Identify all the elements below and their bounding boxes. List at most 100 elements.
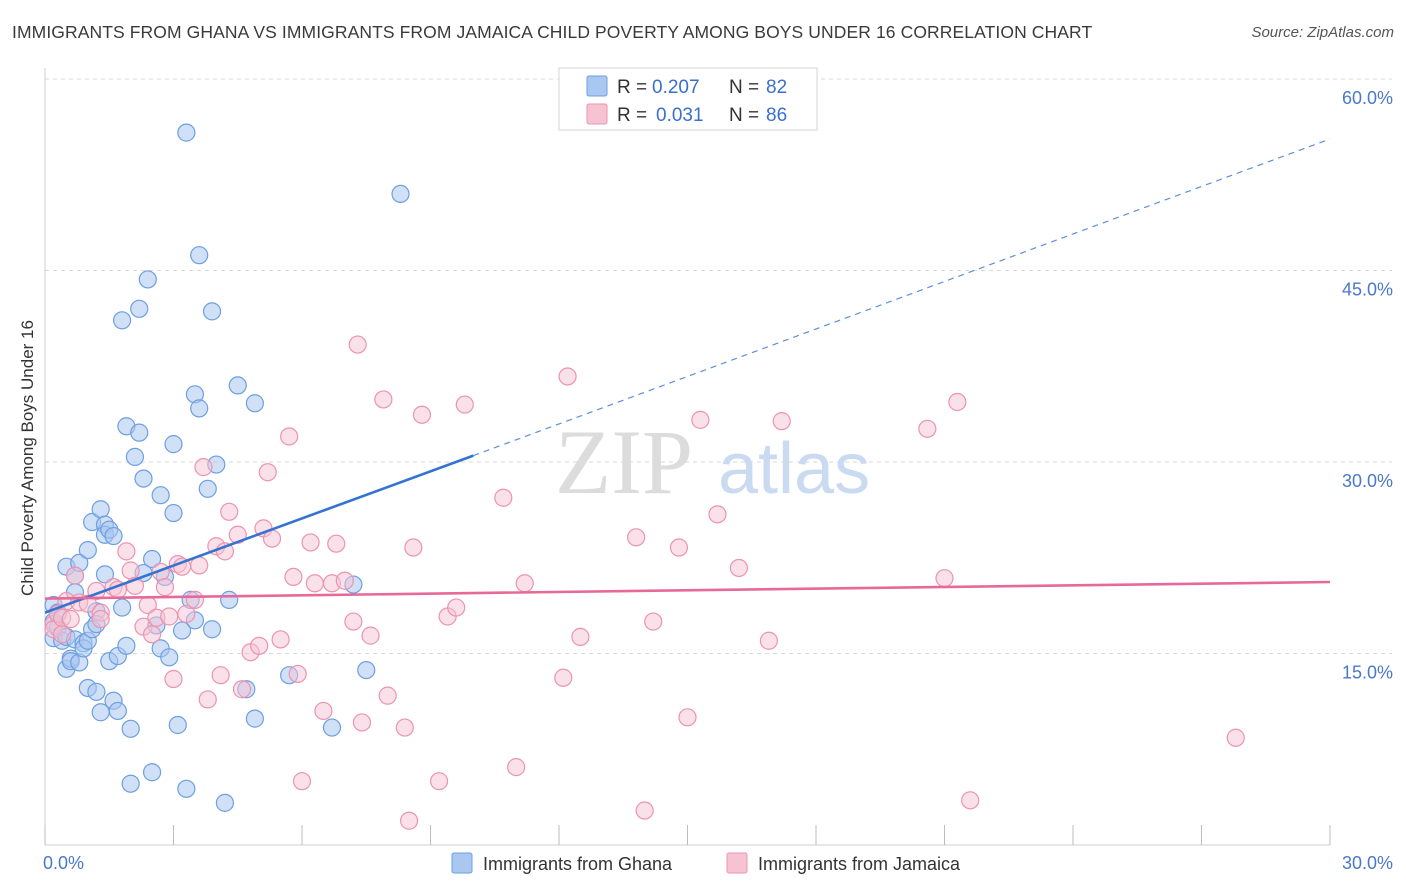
- jamaica-point: [395, 718, 414, 737]
- jamaica-point: [160, 607, 179, 626]
- jamaica-point: [935, 569, 954, 588]
- jamaica-point: [455, 395, 474, 414]
- watermark-zip: ZIP: [555, 411, 693, 513]
- y-tick-label: 45.0%: [1342, 280, 1393, 300]
- legend-n-value: 86: [766, 105, 787, 126]
- ghana-point: [134, 469, 153, 488]
- jamaica-point: [729, 558, 749, 578]
- trend-lines: [44, 138, 1331, 614]
- ghana-point: [108, 701, 127, 721]
- jamaica-point: [772, 412, 791, 431]
- ghana-point: [121, 719, 140, 738]
- ghana-point: [151, 486, 170, 505]
- watermark-atlas: atlas: [718, 429, 870, 509]
- ghana-point: [168, 715, 187, 735]
- source-credit: Source: ZipAtlas.com: [1251, 24, 1394, 41]
- jamaica-point: [352, 713, 372, 732]
- jamaica-point: [164, 669, 183, 689]
- ghana-point: [172, 621, 192, 640]
- ghana-point: [177, 779, 196, 798]
- jamaica-point: [515, 574, 534, 593]
- ghana-point: [160, 648, 179, 667]
- jamaica-point: [348, 335, 367, 354]
- legend-swatch-jamaica: [586, 103, 608, 125]
- jamaica-point: [301, 533, 320, 552]
- ghana-point: [164, 435, 183, 454]
- ghana-point: [117, 636, 136, 655]
- jamaica-point: [404, 538, 423, 557]
- ghana-point: [87, 682, 106, 701]
- ghana-point: [177, 123, 196, 142]
- x-tick-label: 0.0%: [43, 853, 84, 873]
- jamaica-point: [571, 627, 590, 647]
- ghana-point: [245, 709, 264, 728]
- jamaica-point: [53, 625, 72, 644]
- legend-r-label: R =: [617, 105, 647, 126]
- jamaica-point: [554, 668, 573, 687]
- jamaica-point: [198, 690, 217, 709]
- ghana-point: [142, 763, 162, 782]
- jamaica-point: [948, 392, 967, 412]
- ghana-point: [130, 299, 149, 318]
- jamaica-point: [314, 701, 333, 721]
- legend-box: R = 0.207 N = 82 R = 0.031 N = 86: [558, 67, 818, 131]
- jamaica-point: [961, 791, 980, 810]
- bottom-legend: Immigrants from Ghana Immigrants from Ja…: [451, 852, 961, 874]
- ghana-point: [202, 302, 222, 321]
- ghana-point: [190, 246, 209, 265]
- ghana-point: [391, 184, 410, 203]
- y-axis-title: Child Poverty Among Boys Under 16: [18, 320, 37, 596]
- y-tick-label: 30.0%: [1342, 471, 1393, 491]
- jamaica-point: [327, 534, 346, 553]
- jamaica-point: [211, 666, 230, 685]
- jamaica-point: [344, 612, 363, 631]
- ghana-point: [220, 590, 239, 609]
- chart-title: IMMIGRANTS FROM GHANA VS IMMIGRANTS FROM…: [12, 22, 1093, 42]
- jamaica-point: [91, 609, 110, 629]
- jamaica-point: [691, 410, 710, 429]
- jamaica-point: [155, 578, 175, 597]
- jamaica-point: [117, 542, 136, 561]
- y-tick-label: 15.0%: [1342, 663, 1393, 683]
- jamaica-point: [447, 598, 466, 617]
- jamaica-point: [494, 488, 513, 507]
- ghana-point: [78, 540, 97, 560]
- ghana-point: [245, 394, 264, 413]
- jamaica-point: [412, 405, 432, 424]
- legend-n-value: 82: [766, 77, 787, 98]
- series-jamaica-points: [44, 335, 1245, 830]
- ghana-trend-extension: [473, 138, 1331, 457]
- jamaica-point: [305, 574, 324, 593]
- ghana-point: [322, 718, 342, 737]
- ghana-point: [138, 270, 157, 289]
- ghana-point: [112, 598, 132, 617]
- jamaica-point: [635, 801, 654, 820]
- jamaica-point: [232, 680, 252, 699]
- axes: [44, 68, 1331, 846]
- ghana-trend-line: [44, 454, 474, 614]
- jamaica-point: [142, 625, 162, 644]
- ghana-point: [142, 549, 162, 569]
- ghana-point: [357, 660, 376, 680]
- legend-r-value: 0.207: [652, 77, 700, 98]
- ghana-point: [112, 311, 132, 330]
- jamaica-point: [678, 708, 697, 727]
- ghana-point: [202, 620, 222, 639]
- jamaica-point: [280, 427, 299, 446]
- legend-swatch-ghana: [586, 75, 608, 97]
- ghana-point: [121, 774, 140, 793]
- bottom-legend-swatch-ghana: [451, 852, 473, 874]
- jamaica-point: [708, 505, 727, 524]
- jamaica-point: [644, 612, 663, 631]
- x-tick-label: 30.0%: [1342, 853, 1393, 873]
- jamaica-point: [185, 590, 205, 609]
- watermark: ZIP atlas: [555, 411, 870, 513]
- jamaica-point: [429, 772, 449, 791]
- jamaica-point: [759, 631, 778, 650]
- bottom-legend-jamaica: Immigrants from Jamaica: [758, 854, 961, 874]
- grid-lines: [45, 78, 1392, 654]
- ghana-point: [190, 399, 209, 418]
- jamaica-point: [558, 367, 577, 386]
- bottom-legend-swatch-jamaica: [726, 852, 748, 874]
